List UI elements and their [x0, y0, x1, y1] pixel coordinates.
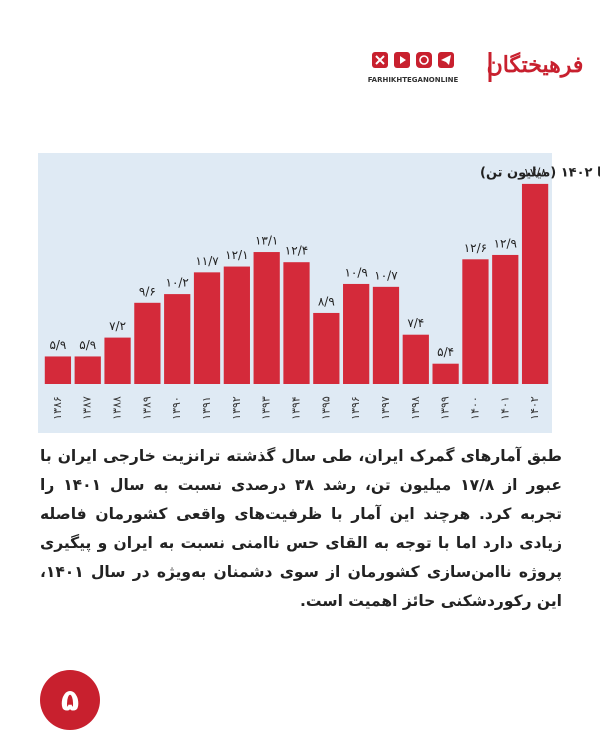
social-icons: [372, 52, 454, 68]
x-tick-label: ۱۳۹۱: [200, 396, 213, 420]
bar: [402, 334, 429, 384]
bar: [343, 283, 370, 384]
bar: [313, 312, 340, 384]
bar: [74, 356, 101, 384]
bar: [104, 337, 131, 384]
value-label: ۷/۲: [109, 319, 126, 333]
bar: [492, 254, 519, 384]
value-label: ۵/۹: [79, 338, 96, 352]
x-tick-label: ۱۳۹۶: [349, 396, 362, 420]
value-label: ۱۰/۷: [374, 268, 398, 282]
logo: فرهیختگان: [487, 51, 584, 78]
value-label: ۱۲/۶: [464, 241, 487, 255]
bar: [164, 294, 191, 384]
x-tick-label: ۱۳۸۸: [111, 396, 124, 420]
bar: [134, 302, 161, 384]
site-name: FARHIKHTEGANONLINE: [368, 76, 459, 84]
value-label: ۱۲/۱: [225, 248, 248, 262]
x-tick-label: ۱۳۹۰: [170, 396, 183, 420]
value-label: ۱۱/۷: [195, 254, 219, 268]
bar: [521, 183, 549, 384]
x-tick-label: ۱۳۹۵: [319, 396, 332, 420]
chart-title: حجم ترانزیت خارجی ایران از سال ۱۳۸۶ تا ۱…: [480, 166, 600, 181]
x-tick-label: ۱۳۹۳: [260, 396, 273, 420]
value-label: ۵/۴: [437, 345, 454, 359]
bar: [223, 266, 250, 384]
x-tick-label: ۱۴۰۰: [468, 396, 481, 420]
value-label: ۱۷/۸: [523, 165, 547, 179]
x-tick-label: ۱۳۹۲: [230, 396, 243, 420]
value-label: ۵/۹: [49, 338, 66, 352]
value-label: ۱۲/۴: [285, 244, 308, 258]
x-tick-label: ۱۴۰۲: [528, 396, 541, 420]
icon-instagram: [416, 52, 432, 68]
page-number: ۵: [61, 684, 79, 719]
bar: [44, 356, 72, 384]
x-tick-label: ۱۳۹۴: [290, 396, 303, 420]
bar: [193, 272, 221, 384]
x-tick-label: ۱۳۸۶: [51, 396, 64, 420]
body-text: طبق آمارهای گمرک ایران، طی سال گذشته ترا…: [40, 447, 563, 610]
bar: [253, 252, 280, 384]
value-label: ۱۰/۲: [166, 276, 189, 290]
x-tick-label: ۱۳۹۹: [439, 396, 452, 420]
bar: [432, 363, 459, 384]
x-tick-label: ۱۳۸۹: [140, 396, 153, 420]
bar: [283, 262, 310, 384]
value-label: ۱۳/۱: [255, 234, 278, 248]
value-label: ۸/۹: [318, 294, 335, 308]
value-label: ۱۲/۹: [494, 236, 517, 250]
x-tick-label: ۱۳۸۷: [81, 396, 94, 420]
x-tick-label: ۱۴۰۱: [498, 396, 511, 420]
page-badge: [40, 670, 100, 730]
icon-instagram-glyph: [419, 55, 429, 65]
x-tick-label: ۱۳۹۷: [379, 396, 392, 420]
value-label: ۹/۶: [139, 284, 156, 298]
icon-telegram-glyph: [441, 55, 451, 65]
icon-x-glyph: [375, 55, 385, 65]
bar: [462, 259, 489, 384]
value-label: ۱۰/۹: [344, 265, 367, 279]
icon-youtube-glyph: [400, 56, 406, 64]
x-tick-label: ۱۳۹۸: [409, 396, 422, 420]
value-label: ۷/۴: [407, 316, 424, 330]
bar: [372, 286, 400, 384]
